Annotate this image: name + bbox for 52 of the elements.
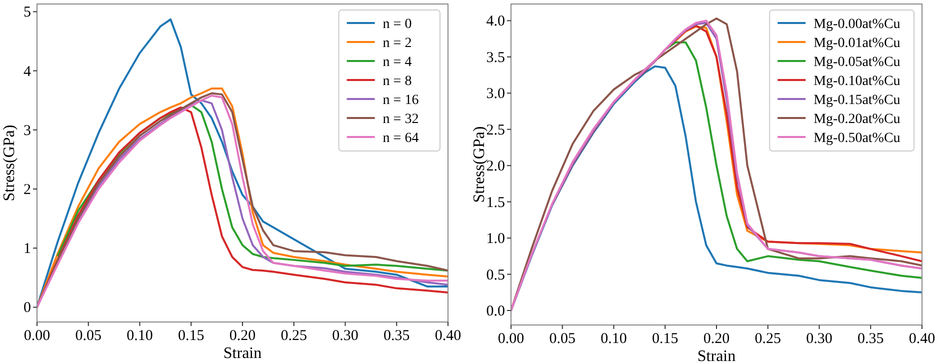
x-tick-label: 0.00 [24,328,50,344]
legend-label: n = 0 [382,17,412,32]
y-tick-label: 4.0 [486,14,505,30]
legend-label: n = 8 [382,74,412,89]
x-tick-label: 0.30 [332,328,358,344]
legend-label: Mg-0.01at%Cu [814,36,900,51]
x-tick-label: 0.35 [384,328,410,344]
x-tick-label: 0.10 [126,328,153,344]
legend-label: n = 4 [382,55,412,70]
x-tick-label: 0.10 [600,331,627,347]
legend-label: Mg-0.20at%Cu [814,112,900,127]
y-tick-label: 1.5 [486,194,505,211]
y-tick-label: 4 [24,64,32,80]
x-tick-label: 0.00 [498,331,524,347]
x-tick-label: 0.40 [908,331,936,347]
x-tick-label: 0.05 [549,331,576,347]
y-axis-title: Stress(GPa) [471,126,488,203]
x-tick-label: 0.15 [178,328,204,344]
x-tick-label: 0.15 [652,331,678,347]
legend-label: Mg-0.05at%Cu [814,55,900,70]
y-axis-title: Stress(GPa) [1,124,18,202]
legend-label: n = 2 [382,36,412,51]
x-tick-label: 0.40 [434,328,462,344]
y-tick-label: 3 [24,122,31,139]
y-tick-label: 0 [24,300,31,316]
x-tick-label: 0.05 [75,328,102,344]
y-tick-label: 2.5 [486,122,505,138]
legend-label: n = 16 [382,93,419,108]
y-tick-label: 0.5 [486,267,505,284]
y-tick-label: 1.0 [486,231,505,248]
x-tick-label: 0.20 [703,331,730,347]
x-tick-label: 0.30 [806,331,832,347]
legend-label: Mg-0.50at%Cu [814,131,900,146]
x-tick-label: 0.20 [229,328,256,344]
x-axis-title: Strain [697,348,736,363]
x-axis-title: Strain [223,345,262,362]
legend-label: n = 64 [382,131,419,146]
y-tick-label: 0.0 [486,304,505,320]
x-tick-label: 0.25 [280,328,307,344]
legend-label: Mg-0.10at%Cu [814,74,900,89]
line-series [56,104,448,272]
y-tick-label: 5 [24,4,31,21]
legend-label: n = 32 [382,112,419,127]
y-tick-label: 3.0 [486,86,505,102]
legend-label: Mg-0.15at%Cu [814,93,900,108]
y-tick-label: 3.5 [486,50,505,66]
y-tick-label: 2.0 [486,158,505,175]
x-tick-label: 0.35 [858,331,884,347]
legend-label: Mg-0.00at%Cu [814,17,900,32]
y-tick-label: 2 [24,182,31,198]
y-tick-label: 1 [24,241,31,258]
x-tick-label: 0.25 [754,331,781,347]
